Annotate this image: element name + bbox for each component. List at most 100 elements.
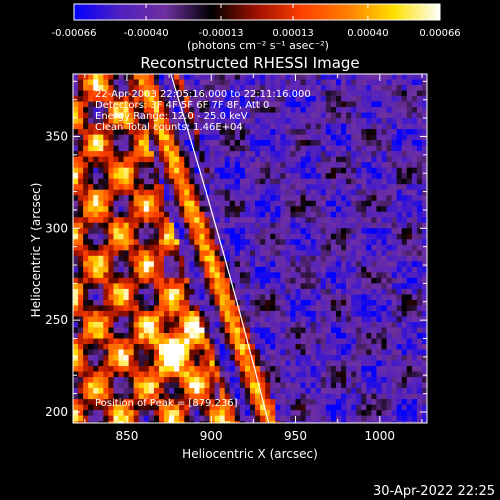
heatmap-cell xyxy=(194,321,201,328)
heatmap-cell xyxy=(315,228,322,235)
heatmap-cell xyxy=(138,96,145,103)
heatmap-cell xyxy=(310,162,317,169)
heatmap-cell xyxy=(103,129,110,136)
heatmap-cell xyxy=(108,316,115,323)
heatmap-cell xyxy=(153,118,160,125)
heatmap-cell xyxy=(265,156,272,163)
heatmap-cell xyxy=(290,244,297,251)
heatmap-cell xyxy=(93,272,100,279)
heatmap-cell xyxy=(179,178,186,185)
heatmap-cell xyxy=(255,316,262,323)
heatmap-cell xyxy=(300,316,307,323)
heatmap-cell xyxy=(229,189,236,196)
heatmap-cell xyxy=(356,272,363,279)
heatmap-cell xyxy=(194,200,201,207)
heatmap-cell xyxy=(108,228,115,235)
heatmap-cell xyxy=(83,349,90,356)
heatmap-cell xyxy=(285,332,292,339)
heatmap-cell xyxy=(386,167,393,174)
heatmap-cell xyxy=(138,195,145,202)
heatmap-cell xyxy=(199,140,206,147)
heatmap-cell xyxy=(108,261,115,268)
heatmap-cell xyxy=(214,200,221,207)
heatmap-cell xyxy=(421,189,427,196)
heatmap-cell xyxy=(260,299,267,306)
heatmap-cell xyxy=(371,255,378,262)
heatmap-cell xyxy=(224,118,231,125)
heatmap-cell xyxy=(325,189,332,196)
heatmap-cell xyxy=(118,261,125,268)
heatmap-cell xyxy=(250,140,256,147)
heatmap-cell xyxy=(351,211,358,218)
heatmap-cell xyxy=(290,96,297,103)
heatmap-cell xyxy=(179,421,186,423)
heatmap-cell xyxy=(239,332,246,339)
heatmap-cell xyxy=(265,96,272,103)
heatmap-cell xyxy=(219,371,226,378)
heatmap-cell xyxy=(315,140,322,147)
heatmap-cell xyxy=(250,255,256,262)
heatmap-cell xyxy=(290,316,297,323)
heatmap-cell xyxy=(315,189,322,196)
heatmap-cell xyxy=(113,145,120,152)
heatmap-cell xyxy=(421,255,427,262)
heatmap-cell xyxy=(164,211,171,218)
heatmap-cell xyxy=(250,388,256,395)
heatmap-cell xyxy=(250,151,256,158)
heatmap-cell xyxy=(300,178,307,185)
heatmap-cell xyxy=(381,74,388,80)
heatmap-cell xyxy=(300,74,307,80)
heatmap-cell xyxy=(88,189,95,196)
heatmap-cell xyxy=(315,74,322,80)
heatmap-cell xyxy=(153,272,160,279)
heatmap-cell xyxy=(371,360,378,367)
heatmap-cell xyxy=(98,184,105,191)
heatmap-cell xyxy=(179,349,186,356)
heatmap-cell xyxy=(219,338,226,345)
heatmap-cell xyxy=(315,200,322,207)
heatmap-cell xyxy=(265,222,272,229)
heatmap-cell xyxy=(88,349,95,356)
heatmap-cell xyxy=(108,250,115,257)
heatmap-cell xyxy=(164,355,171,362)
heatmap-cell xyxy=(88,360,95,367)
heatmap-cell xyxy=(98,415,105,422)
heatmap-cell xyxy=(229,415,236,422)
heatmap-cell xyxy=(123,294,130,301)
heatmap-cell xyxy=(204,388,211,395)
heatmap-cell xyxy=(320,151,327,158)
heatmap-cell xyxy=(118,421,125,423)
heatmap-cell xyxy=(184,421,191,423)
heatmap-cell xyxy=(133,283,140,290)
heatmap-cell xyxy=(255,189,262,196)
heatmap-cell xyxy=(285,112,292,119)
heatmap-cell xyxy=(229,421,236,423)
heatmap-cell xyxy=(174,184,181,191)
heatmap-cell xyxy=(330,283,337,290)
heatmap-cell xyxy=(371,167,378,174)
heatmap-cell xyxy=(356,134,363,141)
heatmap-cell xyxy=(179,184,186,191)
heatmap-cell xyxy=(335,217,342,224)
heatmap-cell xyxy=(330,421,337,423)
heatmap-cell xyxy=(325,377,332,384)
heatmap-cell xyxy=(164,112,171,119)
heatmap-cell xyxy=(351,349,358,356)
heatmap-cell xyxy=(224,299,231,306)
heatmap-cell xyxy=(376,299,383,306)
heatmap-cell xyxy=(143,305,150,312)
heatmap-cell xyxy=(411,366,418,373)
heatmap-cell xyxy=(325,299,332,306)
heatmap-cell xyxy=(335,195,342,202)
heatmap-cell xyxy=(305,283,312,290)
heatmap-cell xyxy=(295,327,302,334)
heatmap-cell xyxy=(73,134,79,141)
heatmap-cell xyxy=(290,283,297,290)
heatmap-cell xyxy=(270,200,277,207)
heatmap-cell xyxy=(335,250,342,257)
heatmap-cell xyxy=(411,244,418,251)
heatmap-cell xyxy=(406,162,413,169)
heatmap-cell xyxy=(83,200,90,207)
heatmap-cell xyxy=(204,79,211,86)
heatmap-cell xyxy=(366,134,373,141)
